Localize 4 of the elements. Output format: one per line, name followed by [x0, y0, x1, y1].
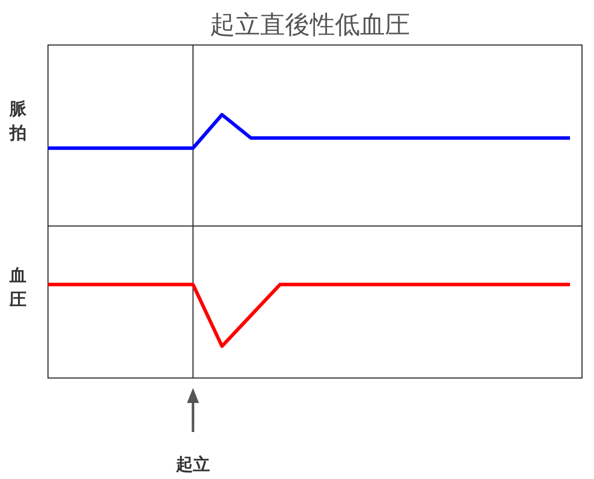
text: 起立: [175, 455, 210, 475]
chart-title: 起立直後性低血圧: [210, 10, 410, 39]
y-axis-title: 脈拍: [8, 100, 28, 144]
y-axis-title: 血圧: [8, 266, 26, 310]
